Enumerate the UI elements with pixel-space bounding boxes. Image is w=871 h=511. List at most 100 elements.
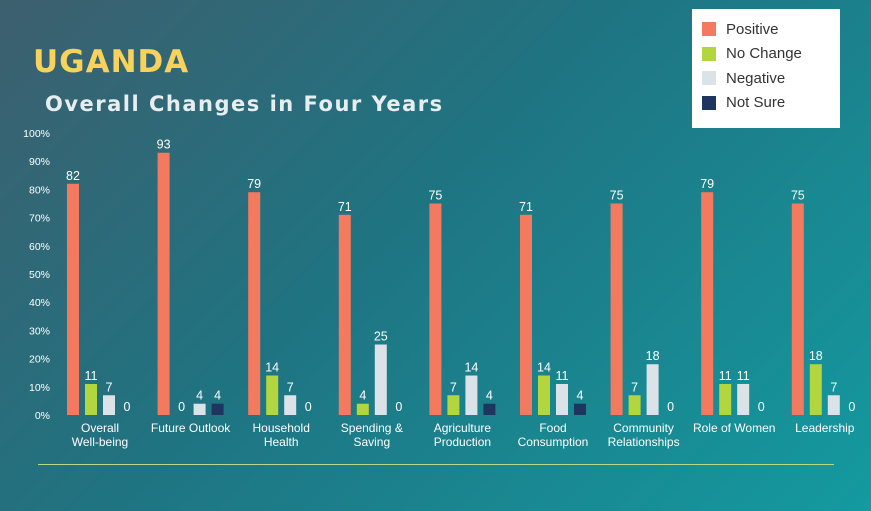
bar-positive bbox=[610, 203, 623, 415]
bar-positive bbox=[157, 152, 170, 416]
bar-negative bbox=[284, 395, 297, 415]
x-category-label-line: Saving bbox=[353, 435, 390, 449]
legend-swatch-negative bbox=[702, 71, 716, 86]
data-label-negative: 7 bbox=[106, 380, 113, 394]
data-label-negative: 18 bbox=[646, 349, 660, 363]
data-label-no-change: 0 bbox=[178, 400, 185, 414]
legend-item-not-sure: Not Sure bbox=[702, 91, 830, 116]
bar-negative bbox=[646, 364, 659, 415]
data-label-positive: 75 bbox=[428, 189, 442, 203]
legend-swatch-not-sure bbox=[702, 95, 716, 110]
bar-no-change bbox=[356, 403, 369, 415]
legend-item-positive: Positive bbox=[702, 17, 830, 42]
data-label-positive: 79 bbox=[247, 177, 261, 191]
data-label-negative: 25 bbox=[374, 330, 388, 344]
data-label-not-sure: 0 bbox=[124, 400, 131, 414]
data-label-not-sure: 4 bbox=[486, 389, 493, 403]
bar-negative bbox=[556, 383, 568, 415]
data-label-no-change: 11 bbox=[719, 369, 732, 383]
x-category-label: Spending & Saving bbox=[341, 421, 403, 449]
x-category-label: Future Outlook bbox=[151, 421, 231, 435]
x-category-label-line: Leadership bbox=[795, 421, 855, 435]
x-category-label: Household Health bbox=[253, 421, 310, 449]
bar-positive bbox=[67, 183, 79, 415]
chart-subtitle: Overall Changes in Four Years bbox=[45, 92, 444, 116]
y-tick-label: 70% bbox=[29, 213, 50, 225]
x-category-label: Food Consumption bbox=[518, 421, 589, 449]
bar-positive bbox=[429, 203, 442, 415]
bar-positive bbox=[338, 214, 351, 415]
bar-no-change bbox=[538, 375, 550, 415]
data-label-not-sure: 0 bbox=[305, 400, 312, 414]
y-axis: 0% 10% 20% 30% 40% 50% 60% 70% 80% 90% 100% bbox=[23, 128, 50, 422]
bar-positive bbox=[248, 192, 261, 415]
data-label-not-sure: 0 bbox=[667, 400, 674, 414]
legend-label-negative: Negative bbox=[726, 69, 786, 87]
bar-positive bbox=[520, 214, 532, 415]
data-label-negative: 4 bbox=[196, 389, 203, 403]
legend-label-positive: Positive bbox=[726, 20, 779, 38]
x-category-label-line: Relationships bbox=[608, 435, 680, 449]
footer-divider bbox=[38, 464, 834, 465]
data-label-no-change: 7 bbox=[631, 380, 638, 394]
bar-negative bbox=[103, 395, 115, 415]
bar-not-sure bbox=[211, 403, 224, 415]
data-label-not-sure: 4 bbox=[577, 389, 584, 403]
x-category-label-line: Future Outlook bbox=[151, 421, 231, 435]
x-category-label-line: Community bbox=[613, 421, 674, 435]
x-category-label: Overall Well-being bbox=[72, 421, 128, 449]
legend-label-not-sure: Not Sure bbox=[726, 94, 786, 112]
data-label-not-sure: 0 bbox=[848, 400, 855, 414]
data-label-no-change: 18 bbox=[809, 349, 823, 363]
data-label-no-change: 11 bbox=[85, 369, 98, 383]
data-label-no-change: 14 bbox=[537, 361, 551, 375]
bar-no-change bbox=[266, 375, 279, 415]
data-label-positive: 82 bbox=[66, 169, 80, 183]
bar-no-change bbox=[809, 364, 822, 415]
x-category-label-line: Health bbox=[264, 435, 299, 449]
bar-no-change bbox=[447, 395, 460, 415]
data-label-no-change: 4 bbox=[359, 389, 366, 403]
data-label-not-sure: 4 bbox=[214, 389, 221, 403]
x-category-label: Leadership bbox=[795, 421, 855, 435]
data-label-positive: 71 bbox=[338, 200, 352, 214]
y-tick-label: 10% bbox=[29, 382, 50, 394]
bar-no-change bbox=[85, 383, 97, 415]
y-tick-label: 0% bbox=[35, 410, 50, 422]
data-label-negative: 7 bbox=[830, 380, 837, 394]
y-tick-label: 40% bbox=[29, 297, 50, 309]
chart-legend: Positive No Change Negative Not Sure bbox=[692, 9, 840, 128]
y-tick-label: 80% bbox=[29, 184, 50, 196]
x-category-label-line: Role of Women bbox=[693, 421, 775, 435]
legend-item-no-change: No Change bbox=[702, 42, 830, 67]
data-label-negative: 11 bbox=[737, 369, 750, 383]
y-tick-label: 30% bbox=[29, 325, 50, 337]
bar-negative bbox=[374, 344, 387, 415]
x-category-label-line: Spending & bbox=[341, 421, 403, 435]
bar-positive bbox=[791, 203, 804, 415]
bar-no-change bbox=[719, 383, 732, 415]
legend-label-no-change: No Change bbox=[726, 45, 802, 63]
bar-positive bbox=[701, 192, 714, 415]
x-category-label-line: Well-being bbox=[72, 435, 128, 449]
data-label-negative: 11 bbox=[556, 369, 569, 383]
data-label-no-change: 7 bbox=[450, 380, 457, 394]
x-category-label-line: Food bbox=[539, 421, 566, 435]
data-label-positive: 79 bbox=[700, 177, 714, 191]
data-label-not-sure: 0 bbox=[758, 400, 765, 414]
legend-swatch-positive bbox=[702, 22, 716, 37]
data-label-positive: 93 bbox=[157, 138, 171, 152]
data-label-negative: 14 bbox=[464, 361, 478, 375]
y-tick-label: 20% bbox=[29, 354, 50, 366]
data-label-negative: 7 bbox=[287, 380, 294, 394]
data-label-not-sure: 0 bbox=[395, 400, 402, 414]
legend-swatch-no-change bbox=[702, 46, 716, 61]
bar-negative bbox=[737, 383, 750, 415]
data-label-positive: 71 bbox=[519, 200, 533, 214]
bar-not-sure bbox=[483, 403, 496, 415]
bar-not-sure bbox=[574, 403, 586, 415]
bar-no-change bbox=[628, 395, 641, 415]
y-tick-label: 50% bbox=[29, 269, 50, 281]
